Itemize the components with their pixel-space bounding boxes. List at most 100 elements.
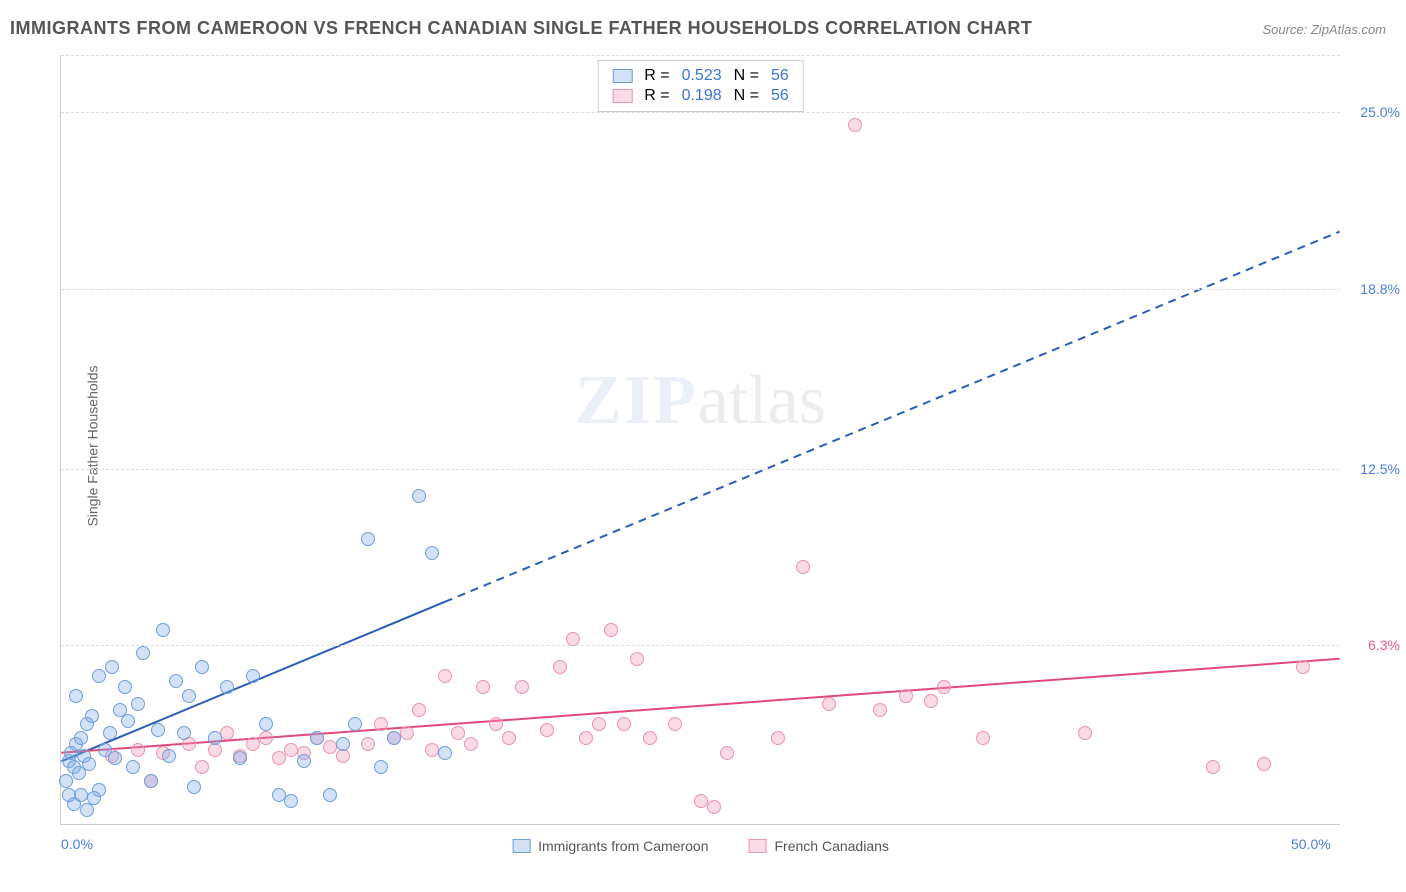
scatter-point-pink — [374, 717, 388, 731]
scatter-point-pink — [272, 751, 286, 765]
scatter-point-blue — [74, 788, 88, 802]
scatter-point-pink — [464, 737, 478, 751]
scatter-point-blue — [118, 680, 132, 694]
gridline — [61, 112, 1340, 113]
scatter-point-blue — [108, 751, 122, 765]
scatter-point-pink — [707, 800, 721, 814]
r-label: R = — [644, 87, 669, 105]
scatter-point-pink — [848, 118, 862, 132]
scatter-point-blue — [151, 723, 165, 737]
scatter-point-pink — [220, 726, 234, 740]
scatter-point-blue — [92, 783, 106, 797]
scatter-point-blue — [62, 788, 76, 802]
scatter-point-pink — [771, 731, 785, 745]
scatter-point-pink — [195, 760, 209, 774]
n-value-pink: 56 — [771, 87, 789, 105]
regression-lines — [61, 55, 1340, 824]
gridline — [61, 55, 1340, 56]
scatter-point-blue — [182, 689, 196, 703]
scatter-point-pink — [1206, 760, 1220, 774]
stats-legend: R = 0.523 N = 56 R = 0.198 N = 56 — [597, 60, 804, 112]
r-value-blue: 0.523 — [682, 67, 722, 85]
gridline — [61, 289, 1340, 290]
scatter-point-pink — [899, 689, 913, 703]
scatter-point-pink — [451, 726, 465, 740]
legend-label-pink: French Canadians — [774, 838, 888, 854]
scatter-point-pink — [924, 694, 938, 708]
ytick-label: 12.5% — [1360, 461, 1400, 477]
scatter-point-pink — [1296, 660, 1310, 674]
scatter-point-blue — [121, 714, 135, 728]
n-label: N = — [734, 87, 759, 105]
scatter-point-blue — [220, 680, 234, 694]
swatch-pink — [612, 89, 632, 103]
scatter-point-blue — [361, 532, 375, 546]
scatter-point-pink — [1257, 757, 1271, 771]
scatter-point-pink — [937, 680, 951, 694]
scatter-point-pink — [566, 632, 580, 646]
scatter-point-pink — [515, 680, 529, 694]
scatter-point-blue — [284, 794, 298, 808]
plot-area: ZIPatlas R = 0.523 N = 56 R = 0.198 N = … — [60, 55, 1340, 825]
scatter-point-blue — [438, 746, 452, 760]
scatter-point-pink — [438, 669, 452, 683]
scatter-point-pink — [361, 737, 375, 751]
scatter-point-blue — [323, 788, 337, 802]
gridline — [61, 645, 1340, 646]
scatter-point-pink — [553, 660, 567, 674]
scatter-point-blue — [336, 737, 350, 751]
scatter-point-blue — [259, 717, 273, 731]
scatter-point-blue — [144, 774, 158, 788]
scatter-point-pink — [400, 726, 414, 740]
xtick-label: 50.0% — [1291, 836, 1331, 852]
bottom-legend: Immigrants from Cameroon French Canadian… — [512, 838, 889, 854]
scatter-point-blue — [126, 760, 140, 774]
scatter-point-pink — [643, 731, 657, 745]
scatter-point-blue — [297, 754, 311, 768]
scatter-point-pink — [425, 743, 439, 757]
swatch-pink-icon — [748, 839, 766, 853]
stats-row-pink: R = 0.198 N = 56 — [612, 87, 789, 105]
scatter-point-blue — [195, 660, 209, 674]
scatter-point-pink — [579, 731, 593, 745]
scatter-point-blue — [412, 489, 426, 503]
scatter-point-blue — [103, 726, 117, 740]
scatter-point-blue — [156, 623, 170, 637]
r-value-pink: 0.198 — [682, 87, 722, 105]
scatter-point-blue — [387, 731, 401, 745]
scatter-point-blue — [131, 697, 145, 711]
swatch-blue — [612, 69, 632, 83]
xtick-label: 0.0% — [61, 836, 93, 852]
scatter-point-pink — [489, 717, 503, 731]
ytick-label: 18.8% — [1360, 281, 1400, 297]
scatter-point-blue — [425, 546, 439, 560]
ytick-label: 25.0% — [1360, 104, 1400, 120]
scatter-point-pink — [412, 703, 426, 717]
scatter-point-blue — [208, 731, 222, 745]
watermark: ZIPatlas — [575, 361, 826, 441]
scatter-point-blue — [105, 660, 119, 674]
watermark-atlas: atlas — [698, 362, 826, 439]
scatter-point-pink — [720, 746, 734, 760]
scatter-point-pink — [284, 743, 298, 757]
scatter-point-pink — [873, 703, 887, 717]
r-label: R = — [644, 67, 669, 85]
scatter-point-pink — [630, 652, 644, 666]
gridline — [61, 469, 1340, 470]
legend-item-blue: Immigrants from Cameroon — [512, 838, 708, 854]
scatter-point-pink — [796, 560, 810, 574]
scatter-point-blue — [310, 731, 324, 745]
scatter-point-pink — [604, 623, 618, 637]
chart-title: IMMIGRANTS FROM CAMEROON VS FRENCH CANAD… — [10, 18, 1032, 39]
scatter-point-pink — [976, 731, 990, 745]
ytick-label: 6.3% — [1368, 637, 1400, 653]
scatter-point-pink — [540, 723, 554, 737]
legend-item-pink: French Canadians — [748, 838, 888, 854]
scatter-point-blue — [85, 709, 99, 723]
scatter-point-pink — [259, 731, 273, 745]
scatter-point-pink — [617, 717, 631, 731]
scatter-point-blue — [374, 760, 388, 774]
swatch-blue-icon — [512, 839, 530, 853]
scatter-point-blue — [348, 717, 362, 731]
scatter-point-pink — [131, 743, 145, 757]
